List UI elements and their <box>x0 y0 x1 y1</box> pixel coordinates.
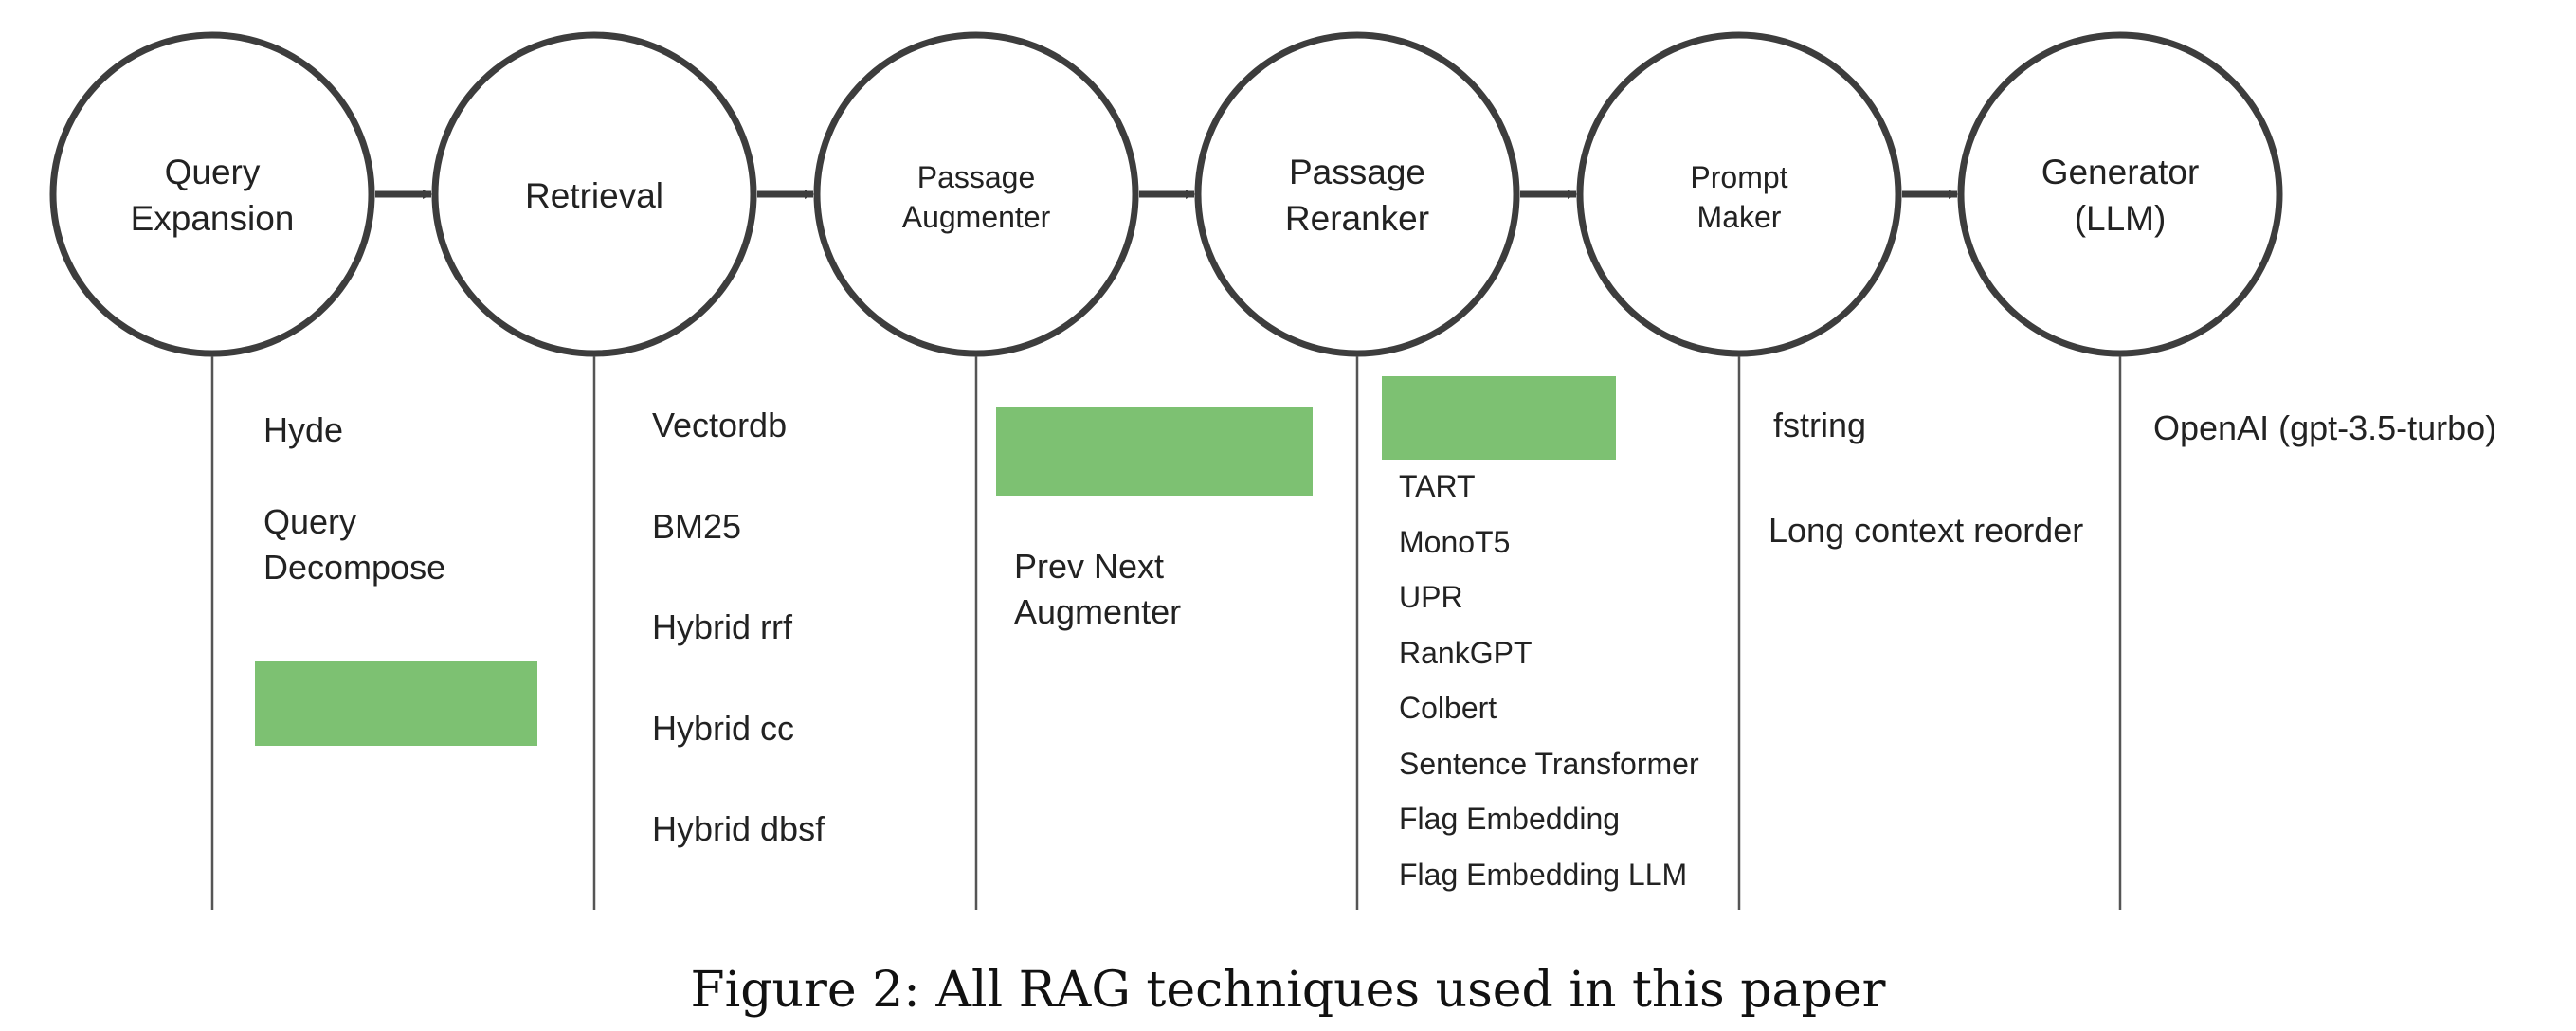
technique-prev-next-augmenter: Prev Next Augmenter <box>1014 547 1182 631</box>
technique-tart: TART <box>1399 469 1476 503</box>
figure-caption: Figure 2: All RAG techniques used in thi… <box>690 962 1886 1019</box>
technique-bm25: BM25 <box>652 507 742 546</box>
stage-node-passage-augmenter <box>813 31 1139 357</box>
stage-label-prompt-maker: Prompt Maker <box>1690 160 1788 235</box>
redacted-entry-query-expansion <box>255 661 537 746</box>
stage-node-generator <box>1957 31 2283 357</box>
technique-vectordb: Vectordb <box>652 406 788 444</box>
stage-label-generator: Generator (LLM) <box>2041 153 2200 238</box>
technique-colbert: Colbert <box>1399 691 1497 725</box>
technique-sentence-transformer: Sentence Transformer <box>1399 747 1699 781</box>
stage-label-retrieval: Retrieval <box>525 176 663 215</box>
technique-hybrid-cc: Hybrid cc <box>652 709 795 748</box>
technique-flag-embedding-llm: Flag Embedding LLM <box>1399 858 1688 892</box>
redacted-entry-passage-augmenter <box>996 407 1313 496</box>
stage-label-query-expansion: Query Expansion <box>130 153 295 238</box>
technique-fstring: fstring <box>1773 406 1867 444</box>
technique-openai-gpt-3-5-turbo: OpenAI (gpt-3.5-turbo) <box>2153 408 2497 447</box>
stage-node-query-expansion <box>49 31 375 357</box>
technique-flag-embedding: Flag Embedding <box>1399 802 1621 836</box>
technique-hybrid-rrf: Hybrid rrf <box>652 607 793 646</box>
stage-node-retrieval <box>431 31 757 357</box>
technique-monot5: MonoT5 <box>1399 525 1511 559</box>
technique-upr: UPR <box>1399 580 1463 614</box>
technique-hybrid-dbsf: Hybrid dbsf <box>652 809 825 848</box>
technique-hyde: Hyde <box>263 410 344 449</box>
stage-label-passage-reranker: Passage Reranker <box>1284 153 1430 238</box>
stage-node-passage-reranker <box>1194 31 1520 357</box>
redacted-entry-passage-reranker <box>1382 376 1616 460</box>
stage-node-prompt-maker <box>1576 31 1902 357</box>
technique-query-decompose: Query Decompose <box>263 502 446 587</box>
technique-long-context-reorder: Long context reorder <box>1769 511 2084 550</box>
technique-rankgpt: RankGPT <box>1399 636 1533 670</box>
stage-label-passage-augmenter: Passage Augmenter <box>901 160 1051 235</box>
